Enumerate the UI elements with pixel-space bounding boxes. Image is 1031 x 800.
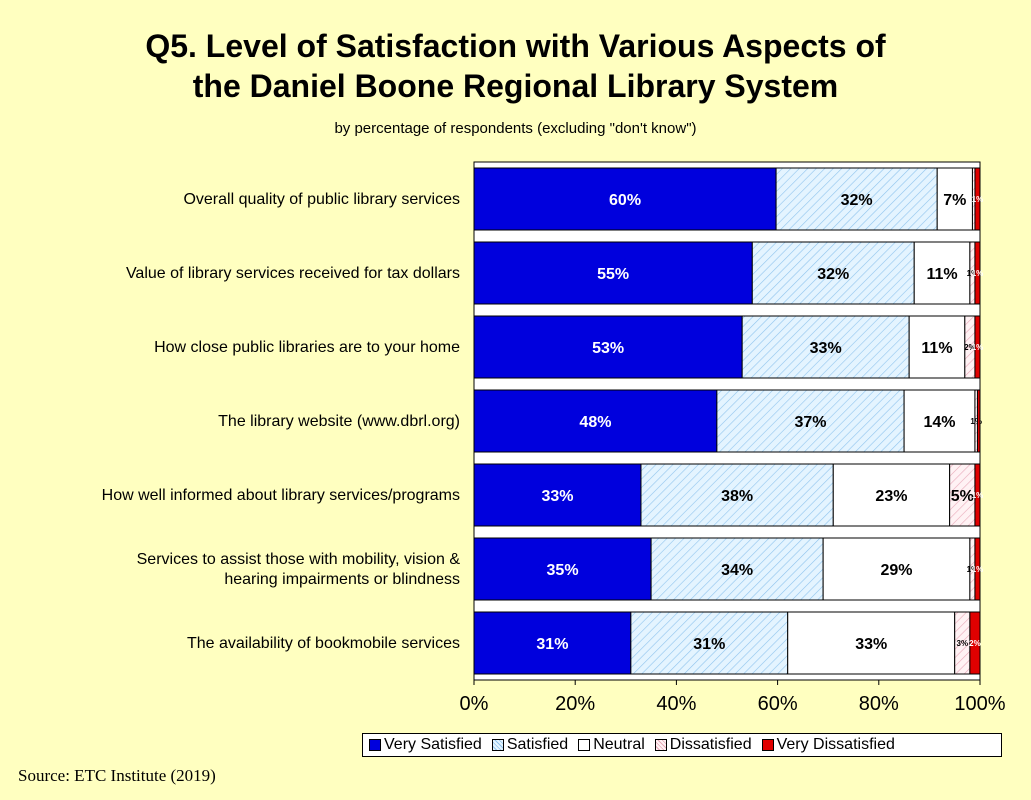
bar-segment bbox=[913, 241, 971, 305]
bar-segment bbox=[630, 611, 789, 675]
bar-segment bbox=[787, 611, 956, 675]
legend-item: Neutral bbox=[578, 736, 645, 754]
bar-segment bbox=[473, 537, 652, 601]
bar-segment bbox=[640, 463, 834, 527]
data-label: 1% bbox=[970, 417, 982, 426]
legend-label: Neutral bbox=[593, 736, 645, 753]
data-label: 1% bbox=[972, 195, 984, 204]
legend-label: Very Dissatisfied bbox=[776, 736, 895, 753]
data-label: 23% bbox=[875, 488, 907, 505]
category-label: The availability of bookmobile services bbox=[187, 635, 460, 652]
data-label: 5% bbox=[951, 488, 974, 505]
x-tick-label: 40% bbox=[656, 693, 696, 715]
bar-segment bbox=[741, 315, 910, 379]
category-label: How well informed about library services… bbox=[102, 487, 460, 504]
chart-legend: Very Satisfied Satisfied Neutral Dissatisfi… bbox=[362, 733, 1002, 757]
data-label: 1% bbox=[972, 565, 984, 574]
data-label: 11% bbox=[926, 266, 957, 283]
bar-segment bbox=[473, 389, 718, 453]
bar-segment bbox=[822, 537, 971, 601]
bar-segment bbox=[974, 315, 981, 379]
legend-label: Dissatisfied bbox=[669, 736, 752, 753]
data-label: 1% bbox=[967, 269, 979, 278]
bar-segment bbox=[908, 315, 966, 379]
legend-item: Satisfied bbox=[491, 736, 569, 754]
legend-swatch bbox=[761, 739, 774, 751]
data-label: 38% bbox=[721, 488, 753, 505]
bar-segment bbox=[775, 167, 938, 231]
bar-segment bbox=[832, 463, 951, 527]
category-label: How close public libraries are to your h… bbox=[154, 339, 460, 356]
data-label: 7% bbox=[943, 192, 966, 209]
bar-segment bbox=[969, 611, 981, 675]
x-tick-label: 100% bbox=[954, 693, 1005, 715]
bar-segment bbox=[473, 241, 753, 305]
bar-segment bbox=[473, 315, 743, 379]
stacked-bar-chart: 60% 32% 7% 1% Overall quality of public libr… bbox=[102, 161, 1006, 715]
data-label: 1% bbox=[967, 565, 979, 574]
bar-segment bbox=[473, 611, 632, 675]
legend-swatch bbox=[369, 739, 381, 751]
category-label: hearing impairments or blindness bbox=[224, 571, 460, 588]
data-label: 33% bbox=[810, 340, 842, 357]
bar-segment bbox=[974, 167, 981, 231]
legend-swatch bbox=[578, 739, 591, 751]
data-label: 31% bbox=[693, 636, 725, 653]
bar-segment bbox=[751, 241, 915, 305]
bar-segment bbox=[903, 389, 976, 453]
data-label: 11% bbox=[921, 340, 952, 357]
x-tick-label: 20% bbox=[555, 693, 595, 715]
data-label: 3% bbox=[957, 639, 969, 648]
data-label: 53% bbox=[592, 340, 624, 357]
x-tick-label: 80% bbox=[859, 693, 899, 715]
bar-segment bbox=[936, 167, 973, 231]
data-label: 37% bbox=[794, 414, 826, 431]
category-label: Services to assist those with mobility, … bbox=[137, 551, 461, 568]
data-label: 48% bbox=[579, 414, 611, 431]
bar-segment bbox=[473, 167, 777, 231]
category-label: Value of library services received for t… bbox=[126, 265, 460, 282]
legend-item: Very Dissatisfied bbox=[761, 736, 895, 754]
x-tick-label: 0% bbox=[460, 693, 489, 715]
data-label: 34% bbox=[721, 562, 753, 579]
chart-subtitle: by percentage of respondents (excluding … bbox=[334, 120, 697, 137]
legend-label: Satisfied bbox=[506, 736, 569, 753]
bar-segment bbox=[473, 463, 642, 527]
data-label: 32% bbox=[817, 266, 849, 283]
bar-segment bbox=[974, 241, 981, 305]
data-label: 1% bbox=[972, 269, 984, 278]
legend-item: Very Satisfied bbox=[369, 736, 482, 754]
data-label: 33% bbox=[541, 488, 573, 505]
bar-segment bbox=[974, 537, 981, 601]
bar-segment bbox=[949, 463, 976, 527]
data-label: 60% bbox=[609, 192, 641, 209]
data-label: 2% bbox=[964, 343, 976, 352]
data-label: 2% bbox=[969, 639, 981, 648]
data-label: 35% bbox=[547, 562, 579, 579]
legend-swatch bbox=[491, 739, 504, 751]
bar-segment bbox=[974, 463, 981, 527]
data-label: 1% bbox=[972, 343, 984, 352]
legend-label: Very Satisfied bbox=[384, 736, 482, 753]
chart-title-line1: Q5. Level of Satisfaction with Various A… bbox=[145, 28, 886, 64]
data-label: 32% bbox=[841, 192, 873, 209]
source-note: Source: ETC Institute (2019) bbox=[18, 766, 216, 785]
x-tick-label: 60% bbox=[758, 693, 798, 715]
bar-segment bbox=[650, 537, 824, 601]
category-label: The library website (www.dbrl.org) bbox=[218, 413, 460, 430]
legend-swatch bbox=[654, 739, 667, 751]
chart-title-line2: the Daniel Boone Regional Library System bbox=[192, 68, 839, 104]
data-label: 31% bbox=[536, 636, 568, 653]
data-label: 33% bbox=[855, 636, 887, 653]
legend-item: Dissatisfied bbox=[654, 736, 752, 754]
data-label: 29% bbox=[880, 562, 912, 579]
data-label: 1% bbox=[972, 491, 984, 500]
bar-segment bbox=[716, 389, 905, 453]
category-label: Overall quality of public library servic… bbox=[183, 191, 460, 208]
data-label: 55% bbox=[597, 266, 629, 283]
bar-segment bbox=[976, 389, 981, 453]
data-label: 14% bbox=[924, 414, 956, 431]
